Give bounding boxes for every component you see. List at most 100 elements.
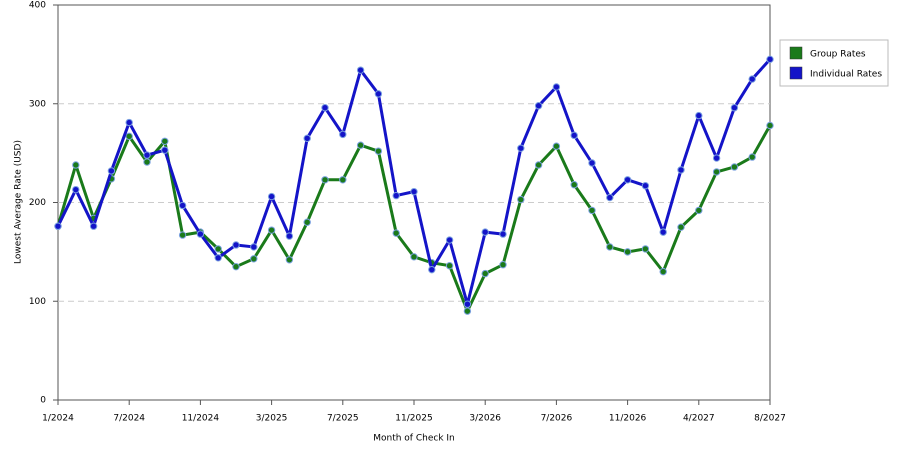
point bbox=[303, 218, 311, 226]
point bbox=[232, 262, 240, 271]
point bbox=[410, 253, 418, 261]
point bbox=[641, 245, 650, 253]
y-tick-label: 200 bbox=[29, 198, 46, 208]
point bbox=[196, 230, 205, 238]
x-tick-label: 4/2027 bbox=[683, 414, 715, 424]
legend-label: Individual Rates bbox=[810, 70, 882, 80]
point bbox=[178, 201, 187, 210]
y-tick-label: 100 bbox=[29, 297, 46, 307]
point bbox=[606, 243, 614, 251]
y-tick-label: 0 bbox=[40, 396, 46, 406]
point bbox=[677, 223, 685, 231]
point bbox=[356, 141, 365, 149]
point bbox=[570, 131, 578, 140]
point bbox=[606, 193, 614, 202]
x-tick-label: 3/2026 bbox=[469, 414, 501, 424]
point bbox=[214, 245, 222, 253]
point bbox=[766, 121, 774, 130]
point bbox=[392, 229, 400, 237]
y-tick-label: 300 bbox=[29, 99, 46, 109]
point bbox=[107, 167, 116, 175]
point bbox=[410, 187, 418, 196]
point bbox=[72, 161, 80, 169]
point bbox=[125, 132, 133, 141]
point bbox=[570, 181, 578, 189]
point bbox=[267, 226, 276, 234]
point bbox=[730, 163, 739, 171]
x-tick-label: 11/2025 bbox=[395, 414, 432, 424]
point bbox=[534, 102, 543, 110]
point bbox=[659, 228, 667, 236]
point bbox=[659, 267, 667, 276]
point bbox=[552, 142, 561, 150]
point bbox=[748, 153, 756, 161]
x-tick-label: 11/2026 bbox=[609, 414, 647, 424]
point bbox=[677, 166, 685, 174]
point bbox=[712, 168, 721, 176]
point bbox=[285, 232, 294, 240]
point bbox=[285, 256, 294, 264]
point bbox=[339, 176, 347, 184]
point bbox=[321, 176, 329, 184]
point bbox=[588, 159, 596, 167]
point bbox=[250, 255, 258, 263]
x-tick-label: 7/2026 bbox=[541, 414, 573, 424]
point bbox=[517, 195, 525, 204]
x-axis-label: Month of Check In bbox=[373, 434, 455, 444]
legend-swatch bbox=[789, 46, 803, 60]
y-axis-label: Lowest Average Rate (USD) bbox=[14, 140, 24, 264]
point bbox=[499, 261, 507, 269]
point bbox=[445, 236, 454, 244]
point bbox=[766, 55, 774, 64]
point bbox=[623, 176, 632, 184]
point bbox=[267, 192, 276, 201]
x-tick-label: 11/2024 bbox=[182, 414, 220, 424]
x-tick-label: 7/2025 bbox=[327, 414, 359, 424]
point bbox=[143, 158, 151, 166]
point bbox=[534, 161, 543, 169]
point bbox=[303, 134, 311, 143]
point bbox=[517, 144, 525, 152]
point bbox=[250, 243, 258, 251]
series-line bbox=[56, 58, 772, 306]
point bbox=[499, 230, 507, 238]
point bbox=[428, 265, 436, 274]
point bbox=[392, 191, 400, 200]
point bbox=[481, 228, 489, 236]
point bbox=[178, 231, 187, 239]
point bbox=[232, 241, 240, 249]
point bbox=[339, 130, 347, 139]
x-tick-label: 7/2024 bbox=[113, 414, 145, 424]
x-tick-label: 8/2027 bbox=[754, 414, 786, 424]
point bbox=[695, 206, 703, 215]
point bbox=[54, 222, 62, 230]
point bbox=[641, 182, 650, 190]
point bbox=[712, 154, 721, 162]
point bbox=[374, 147, 383, 155]
point bbox=[72, 185, 80, 194]
point bbox=[481, 269, 489, 278]
legend-label: Group Rates bbox=[810, 50, 866, 60]
point bbox=[125, 118, 133, 127]
point bbox=[623, 248, 632, 256]
point bbox=[748, 75, 756, 83]
point bbox=[445, 262, 454, 270]
point bbox=[588, 206, 596, 215]
legend-swatch bbox=[789, 66, 803, 80]
point bbox=[356, 66, 365, 74]
y-tick-label: 400 bbox=[29, 1, 46, 11]
point bbox=[552, 83, 561, 91]
point bbox=[730, 104, 739, 112]
point bbox=[374, 90, 383, 98]
x-tick-label: 3/2025 bbox=[256, 414, 288, 424]
point bbox=[89, 222, 98, 230]
point bbox=[161, 137, 169, 145]
x-tick-label: 1/2024 bbox=[42, 414, 74, 424]
point bbox=[161, 146, 169, 154]
point bbox=[695, 111, 703, 120]
point bbox=[214, 254, 222, 262]
point bbox=[321, 104, 329, 112]
point bbox=[463, 307, 472, 315]
